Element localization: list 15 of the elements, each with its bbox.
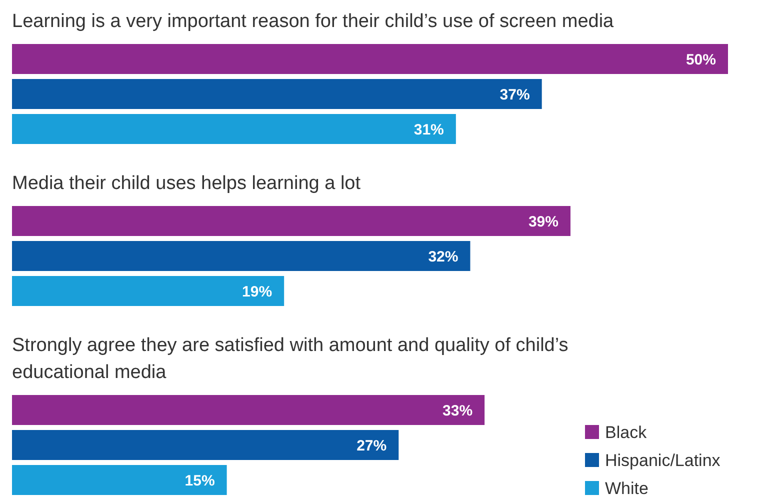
y-tick-label: Media their child uses helps learning a lot: [12, 173, 362, 194]
data-label: 15%: [184, 472, 215, 490]
data-label: 39%: [528, 213, 558, 230]
data-label: 50%: [686, 51, 716, 68]
data-label: 31%: [414, 121, 444, 138]
legend-label: Black: [605, 422, 648, 442]
legend-label: Hispanic/Latinx: [605, 450, 721, 470]
y-tick-label: Learning is a very important reason for their child’s use of screen media: [12, 11, 614, 32]
data-label: 37%: [500, 86, 530, 104]
legend-label: White: [605, 478, 648, 498]
data-label: 19%: [242, 283, 272, 300]
data-label: 33%: [442, 402, 473, 420]
data-label: 32%: [428, 248, 458, 266]
y-tick-label: Strongly agree they are satisfied with amount and quality of child’s educational media: [12, 335, 568, 383]
data-label: 27%: [356, 437, 387, 454]
